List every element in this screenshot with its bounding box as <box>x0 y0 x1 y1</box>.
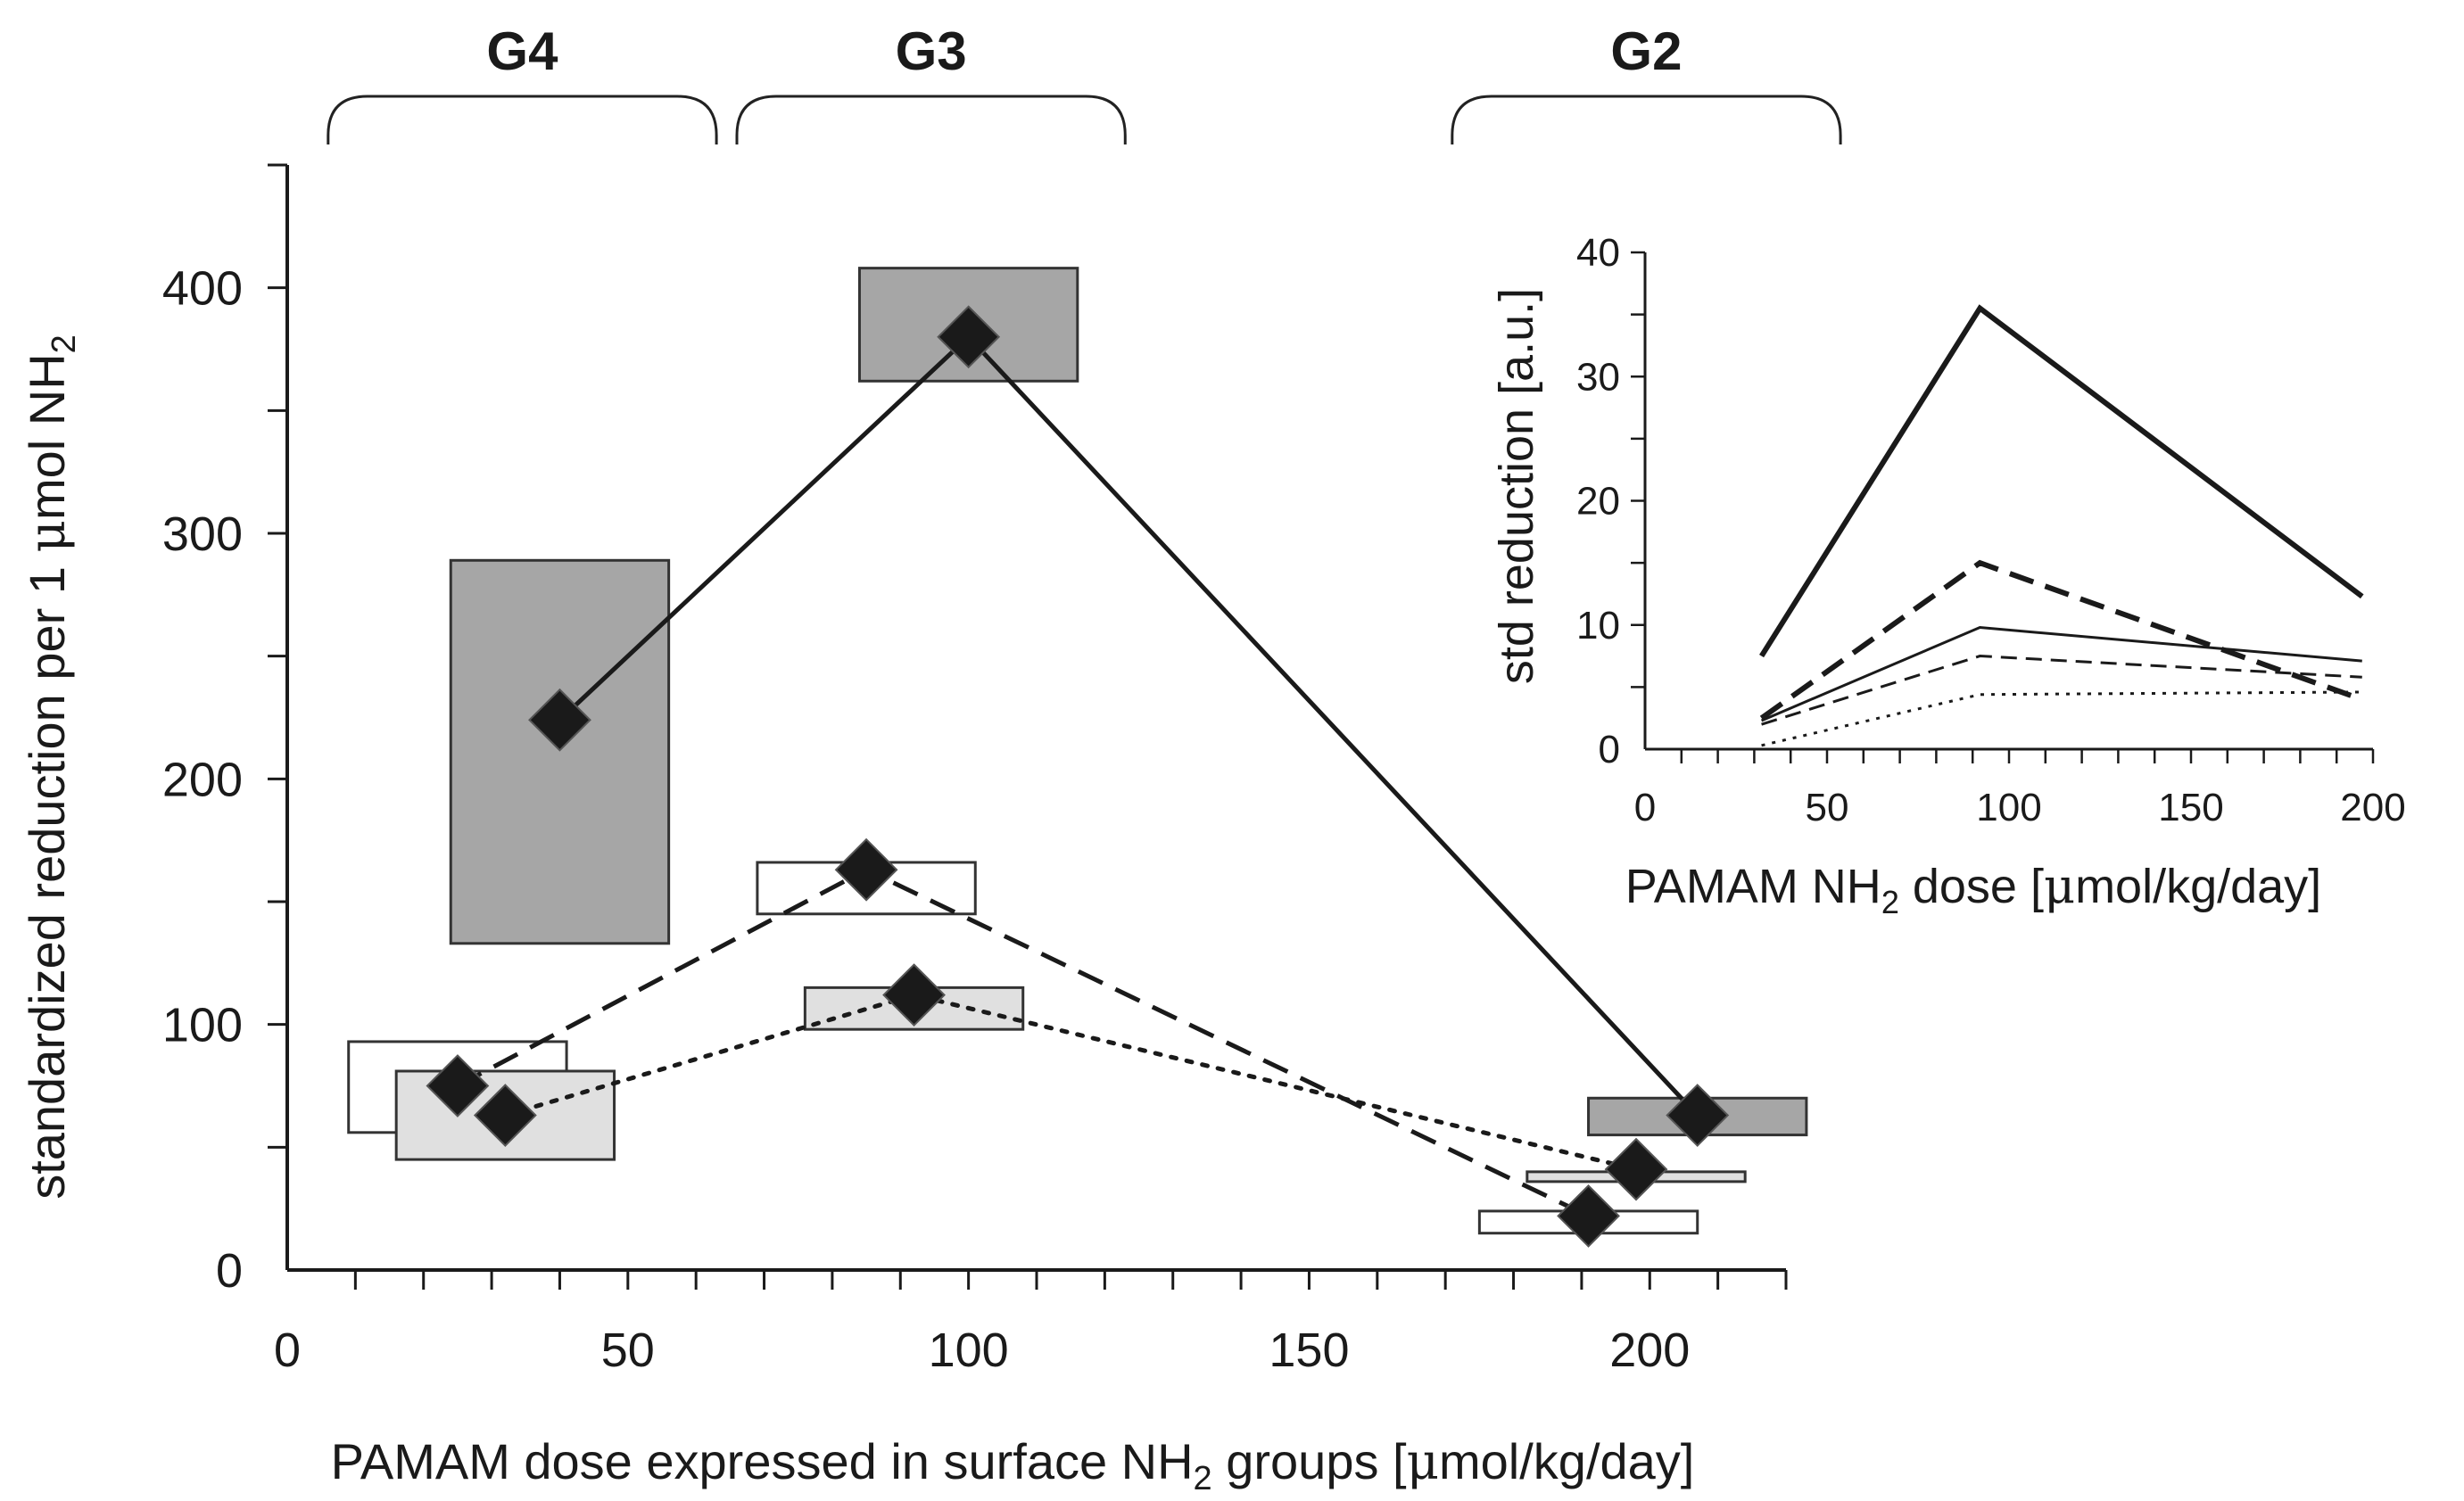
y-title-part-1: standardized reduction per 1 <box>19 552 75 1199</box>
main-x-tick-label: 0 <box>274 1324 301 1377</box>
range-box <box>449 558 671 945</box>
main-y-tick-label: 100 <box>162 999 243 1052</box>
inset-series-lines <box>1759 304 2364 747</box>
inset-x-tick-label: 50 <box>1806 786 1849 829</box>
main-x-tick-label: 200 <box>1609 1324 1690 1377</box>
data-point-marker <box>1666 1084 1730 1147</box>
group-label-g4: G4 <box>486 21 558 81</box>
data-point-marker <box>834 837 898 902</box>
group-label-g3: G3 <box>896 21 967 81</box>
y-title-part-2: mol NH <box>19 353 75 520</box>
inset-chart: 0 50 100 150 200 0 10 20 30 40 PAMAM NH2 dose [μm… <box>1490 231 2406 920</box>
group-bracket <box>327 95 718 144</box>
data-point-marker <box>937 305 1001 369</box>
x-title-subscript: 2 <box>1194 1460 1212 1497</box>
inset-x-axis-title: PAMAM NH2 dose [μmol/kg/day] <box>1625 858 2321 920</box>
inset-line-thin-dashed <box>1761 655 2362 726</box>
x-title-part-2: groups [ <box>1212 1433 1407 1489</box>
inset-line-thick-solid <box>1759 304 2364 658</box>
data-points <box>426 305 1730 1248</box>
inset-axes: 0 50 100 150 200 0 10 20 30 40 <box>1576 231 2406 829</box>
x-title-part-3: mol/kg/day] <box>1439 1433 1694 1489</box>
range-boxes <box>347 267 1808 1235</box>
inset-x-title-part-1: PAMAM NH <box>1625 860 1881 913</box>
group-bracket <box>1451 95 1842 144</box>
inset-y-tick-label: 10 <box>1576 604 1620 647</box>
main-y-tick-label: 0 <box>216 1244 243 1298</box>
data-point-marker <box>426 1054 490 1118</box>
inset-y-tick-label: 40 <box>1576 231 1620 275</box>
data-point-marker <box>528 688 591 752</box>
inset-x-title-part-3: mol/kg/day] <box>2075 860 2321 913</box>
inset-y-tick-label: 20 <box>1576 480 1620 524</box>
group-label-g2: G2 <box>1610 21 1682 81</box>
inset-x-title-subscript: 2 <box>1881 884 1899 920</box>
y-title-subscript: 2 <box>45 334 83 353</box>
y-title-mu: μ <box>19 520 77 552</box>
inset-y-tick-label: 30 <box>1576 355 1620 399</box>
main-x-tick-label: 100 <box>929 1324 1009 1377</box>
inset-x-tick-label: 150 <box>2158 786 2223 829</box>
inset-y-axis-title: std reduction [a.u.] <box>1490 288 1543 684</box>
inset-x-title-mu: μ <box>2044 858 2075 914</box>
data-point-marker <box>882 963 946 1027</box>
main-x-tick-label: 150 <box>1269 1324 1349 1377</box>
data-point-marker <box>1604 1137 1668 1201</box>
x-title-mu: μ <box>1407 1433 1439 1491</box>
inset-y-tick-label: 0 <box>1599 728 1620 771</box>
series-line-dotted <box>502 993 1639 1172</box>
main-x-tick-label: 50 <box>601 1324 655 1377</box>
inset-x-tick-label: 200 <box>2340 786 2405 829</box>
x-title-part-1: PAMAM dose expressed in surface NH <box>331 1433 1194 1489</box>
inset-line-thin-solid <box>1760 626 2362 722</box>
main-y-tick-label: 300 <box>162 507 243 561</box>
inset-x-tick-label: 0 <box>1634 786 1656 829</box>
main-y-tick-label: 200 <box>162 753 243 806</box>
main-x-axis-title: PAMAM dose expressed in surface NH2 grou… <box>331 1433 1695 1497</box>
inset-x-title-part-2: dose [ <box>1899 860 2044 913</box>
group-bracket <box>735 95 1127 144</box>
inset-line-dotted <box>1761 690 2362 747</box>
group-brackets: G4 G3 G2 <box>327 21 1842 144</box>
main-y-axis-title: standardized reduction per 1 μmol NH2 <box>19 334 83 1200</box>
data-point-marker <box>473 1084 537 1147</box>
data-point-marker <box>1557 1184 1620 1248</box>
main-y-tick-label: 400 <box>162 262 243 316</box>
inset-x-tick-label: 100 <box>1976 786 2041 829</box>
inset-line-thick-dashed <box>1759 559 2363 721</box>
